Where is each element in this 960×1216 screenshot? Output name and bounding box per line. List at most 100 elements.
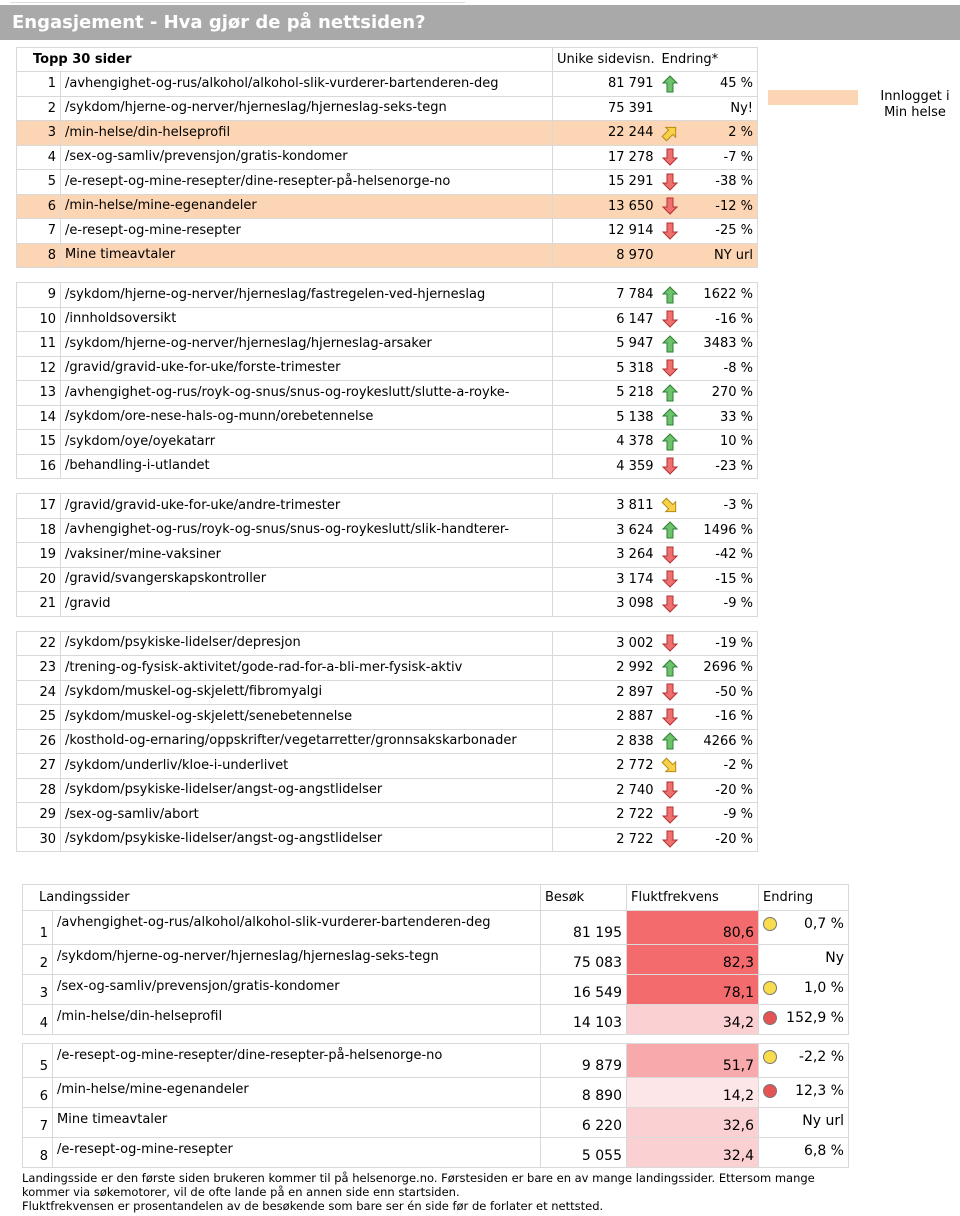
change: 270 % (681, 380, 758, 406)
status-dot (762, 1050, 777, 1064)
arrow-shape (661, 384, 678, 402)
change: NY url (681, 242, 758, 268)
rank: 20 (16, 566, 61, 592)
page-path: /sex-og-samliv/prevensjon/gratis-kondome… (60, 144, 553, 170)
visits: 6 220 (540, 1107, 627, 1138)
views: 3 811 (552, 493, 658, 519)
rank: 7 (16, 218, 61, 244)
change: -15 % (681, 566, 758, 592)
visits: 5 055 (540, 1137, 627, 1168)
page-path: /min-helse/mine-egenandeler (60, 193, 553, 219)
table-row: 3/min-helse/din-helseprofil 22 244 2 % (16, 120, 758, 146)
arrow-shape (661, 781, 678, 799)
change: -38 % (681, 169, 758, 195)
arrow-cell (657, 542, 682, 568)
page-path: /sykdom/hjerne-og-nerver/hjerneslag/hjer… (52, 944, 541, 975)
page-path: Mine timeavtaler (52, 1107, 541, 1138)
spacer (16, 478, 758, 494)
rank: 7 (22, 1107, 53, 1138)
views: 2 740 (552, 777, 658, 803)
views: 8 970 (552, 242, 658, 268)
bounce-rate: 80,6 (626, 910, 759, 945)
arrow-cell (657, 679, 682, 705)
rank: 5 (22, 1043, 53, 1078)
table-row: 8/e-resept-og-mine-resepter 5 055 32,4 6,8 … (22, 1137, 849, 1168)
table-row: 7 Mine timeavtaler 6 220 32,6 Ny url (22, 1107, 849, 1138)
visits: 16 549 (540, 974, 627, 1005)
bounce-rate: 14,2 (626, 1077, 759, 1108)
table-row: 17/gravid/gravid-uke-for-uke/andre-trime… (16, 493, 758, 519)
trend-arrow (661, 757, 676, 772)
arrow-cell (657, 802, 682, 828)
table-row: 14/sykdom/ore-nese-hals-og-munn/orebeten… (16, 404, 758, 430)
arrow-cell (657, 566, 682, 592)
change: -16 % (681, 704, 758, 730)
column-header: Unike sidevisn. (552, 47, 658, 72)
page-path: /sykdom/oye/oyekatarr (60, 429, 553, 455)
change: -16 % (681, 306, 758, 332)
change: -25 % (681, 218, 758, 244)
dot (762, 1084, 777, 1098)
bounce-rate: 32,4 (626, 1137, 759, 1168)
column-header: Landingssider (22, 884, 541, 911)
rank: 24 (16, 679, 61, 705)
page-path: /e-resept-og-mine-resepter/dine-resepter… (60, 169, 553, 195)
page-path: /sykdom/hjerne-og-nerver/hjerneslag/fast… (60, 282, 553, 308)
page-path: /gravid/svangerskapskontroller (60, 566, 553, 592)
arrow-shape (661, 310, 678, 328)
arrow-cell (657, 242, 682, 268)
arrow-cell (657, 169, 682, 195)
status-dot (762, 981, 777, 995)
page-path: /avhengighet-og-rus/alkohol/alkohol-slik… (60, 71, 553, 97)
bounce-rate: 78,1 (626, 974, 759, 1005)
column-header: Endring* (657, 47, 758, 72)
dot-cell (758, 1137, 781, 1168)
table-row: 2/sykdom/hjerne-og-nerver/hjerneslag/hje… (22, 944, 849, 975)
trend-arrow (661, 521, 678, 539)
bounce-rate: 82,3 (626, 944, 759, 975)
trend-arrow (661, 75, 678, 93)
page-path: /gravid (60, 591, 553, 617)
change: 10 % (681, 429, 758, 455)
trend-arrow (661, 546, 678, 564)
change: Ny (780, 944, 849, 975)
table-row: 12/gravid/gravid-uke-for-uke/forste-trim… (16, 355, 758, 381)
arrow-cell (657, 517, 682, 543)
column-header: Fluktfrekvens (626, 884, 759, 911)
change: 12,3 % (780, 1077, 849, 1108)
views: 2 722 (552, 826, 658, 852)
page-path: /avhengighet-og-rus/alkohol/alkohol-slik… (52, 910, 541, 945)
landing-table: Landingssider Besøk Fluktfrekvens Endring 1/… (22, 884, 849, 1168)
change: 4266 % (681, 728, 758, 754)
dot (762, 1050, 777, 1064)
change: -20 % (681, 777, 758, 803)
change: -7 % (681, 144, 758, 170)
change: 1496 % (681, 517, 758, 543)
dot-cell (758, 944, 781, 975)
rank: 1 (16, 71, 61, 97)
footer-text: Landingsside er den første siden brukere… (22, 1171, 815, 1199)
table-row: 25/sykdom/muskel-og-skjelett/senebetenne… (16, 704, 758, 730)
spacer-cell (16, 615, 758, 632)
arrow-cell (657, 404, 682, 430)
dot-cell (758, 910, 781, 945)
visits: 75 083 (540, 944, 627, 975)
rank: 29 (16, 802, 61, 828)
arrow-shape (661, 75, 678, 93)
rank: 21 (16, 591, 61, 617)
page-path: /e-resept-og-mine-resepter/dine-resepter… (52, 1043, 541, 1078)
page-path: /sykdom/hjerne-og-nerver/hjerneslag/hjer… (60, 331, 553, 357)
rank: 3 (16, 120, 61, 146)
change: 6,8 % (780, 1137, 849, 1168)
rank: 17 (16, 493, 61, 519)
change: -8 % (681, 355, 758, 381)
table-row: 30/sykdom/psykiske-lidelser/angst-og-ang… (16, 826, 758, 852)
arrow-shape (661, 173, 678, 191)
change: 33 % (681, 404, 758, 430)
arrow-shape (661, 659, 678, 677)
footer-text: Fluktfrekvensen er prosentandelen av de … (22, 1199, 604, 1213)
change: 45 % (681, 71, 758, 97)
column-header: Endring (758, 884, 849, 911)
arrow-cell (657, 493, 682, 519)
dot (762, 1011, 777, 1025)
